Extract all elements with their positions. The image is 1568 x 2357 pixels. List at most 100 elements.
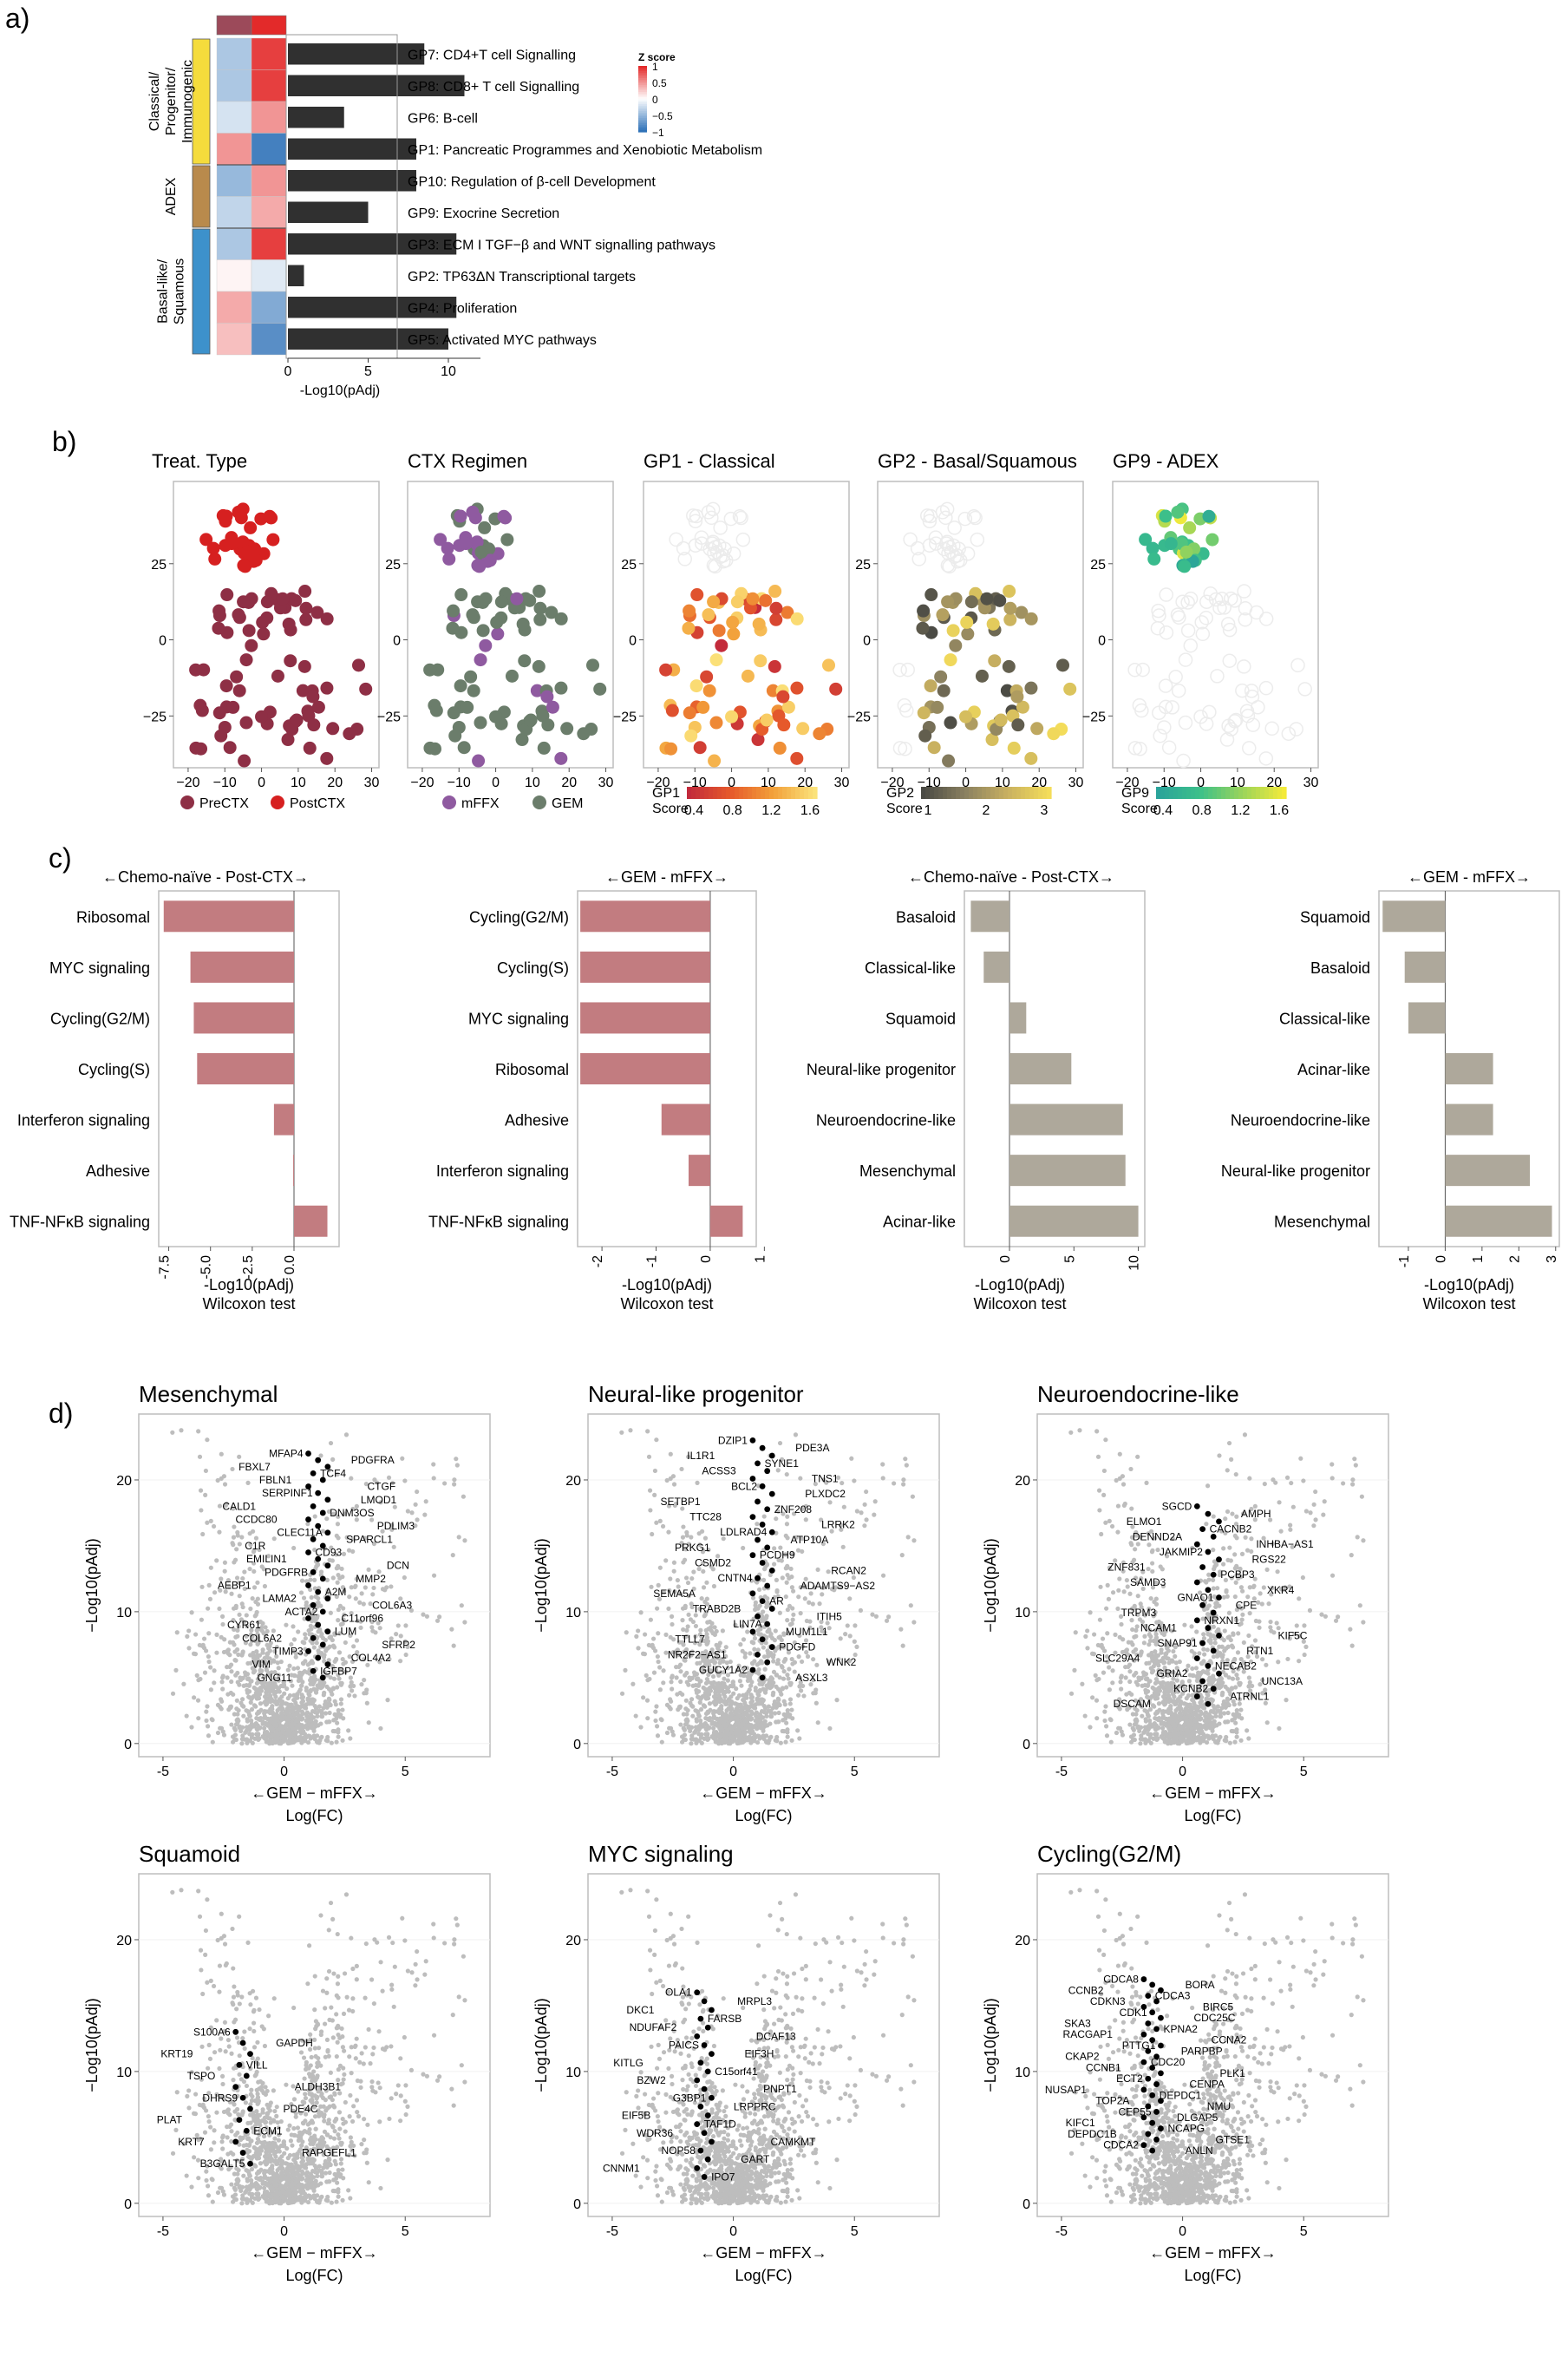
gene-point <box>219 1451 224 1457</box>
heatmap-cell <box>251 291 287 324</box>
gene-point <box>261 1725 267 1731</box>
sample-point <box>524 713 538 727</box>
sample-point <box>1056 658 1070 672</box>
gene-point <box>456 1535 461 1540</box>
legend-swatch <box>638 106 647 108</box>
sample-point <box>944 653 957 667</box>
x-tick-label: 0 <box>492 776 500 790</box>
gene-point <box>796 1692 801 1698</box>
gene-point <box>219 1697 224 1702</box>
highlight-point <box>319 1575 326 1582</box>
sample-point <box>682 621 696 635</box>
gene-point <box>193 1632 199 1637</box>
score-bar <box>1009 1002 1027 1034</box>
highlight-point <box>310 1667 317 1674</box>
gene-point <box>683 1575 689 1581</box>
gene-point <box>1101 1492 1107 1497</box>
sample-point <box>707 595 721 609</box>
sample-point <box>760 713 774 727</box>
gene-label: CALD1 <box>222 1500 256 1512</box>
x-label: Log(FC) <box>735 1807 792 1824</box>
gene-point <box>1177 1711 1183 1716</box>
highlight-point <box>768 1567 775 1574</box>
gene-point <box>1115 1606 1120 1612</box>
sample-point <box>554 751 568 765</box>
gene-point <box>391 1544 396 1549</box>
sample-point <box>1244 684 1259 698</box>
category-label: Acinar-like <box>883 1214 956 1231</box>
gene-point <box>246 1712 252 1718</box>
gene-point <box>771 1562 777 1567</box>
gene-point <box>752 1635 758 1641</box>
gene-point <box>1068 1430 1074 1435</box>
sample-point <box>960 615 974 629</box>
score-swatch <box>1021 787 1026 799</box>
gene-point <box>663 1558 669 1563</box>
program-label: GP2: TP63ΔN Transcriptional targets <box>408 270 636 285</box>
gene-point <box>711 1730 717 1735</box>
gene-point <box>752 1659 757 1664</box>
gene-label: PCDH9 <box>760 1549 795 1562</box>
gene-point <box>810 1601 815 1607</box>
gene-point <box>624 1630 629 1635</box>
score-swatch <box>1251 787 1257 799</box>
gene-point <box>708 1707 713 1712</box>
sample-point <box>1241 741 1257 756</box>
sample-point <box>271 669 284 683</box>
gene-point <box>1127 1690 1132 1696</box>
sample-point <box>944 545 959 560</box>
gene-point <box>691 1670 697 1675</box>
sample-point <box>1134 703 1149 718</box>
gene-point <box>295 1666 300 1671</box>
y-tick-label: 0 <box>393 634 401 649</box>
gene-point <box>1223 1516 1228 1522</box>
gene-point <box>204 1718 209 1724</box>
x-tick-label: -5.0 <box>199 1255 214 1280</box>
gene-point <box>750 1595 756 1601</box>
gene-point <box>1162 1702 1167 1707</box>
gene-point <box>423 1499 428 1504</box>
scatter-title: GP1 - Classical <box>644 450 775 472</box>
category-label: TNF-NFκB signaling <box>10 1214 150 1231</box>
sample-point <box>937 684 951 697</box>
gene-point <box>284 1622 289 1627</box>
gene-point <box>291 1637 297 1642</box>
gene-point <box>749 1710 755 1716</box>
sample-point <box>226 700 240 714</box>
x-tick-label: -1 <box>645 1255 660 1267</box>
gene-point <box>1268 1619 1273 1625</box>
sample-point <box>677 552 692 566</box>
sample-point <box>796 722 810 736</box>
gene-point <box>309 1594 314 1601</box>
gene-point <box>728 1699 735 1705</box>
y-tick-label: 0 <box>159 634 167 649</box>
gene-point <box>774 1719 779 1725</box>
gene-point <box>862 1502 867 1507</box>
gene-point <box>1204 1522 1209 1527</box>
gene-point <box>694 1719 699 1724</box>
sample-point <box>474 545 488 559</box>
legend-swatch <box>638 115 647 117</box>
gene-point <box>1085 1646 1090 1651</box>
sample-point <box>1264 721 1279 737</box>
group-label-line: Progenitor/ <box>164 67 179 135</box>
gene-label: IGFBP7 <box>320 1665 357 1677</box>
gene-point <box>403 1623 408 1628</box>
gene-point <box>683 1605 688 1610</box>
gene-point <box>1142 1634 1147 1639</box>
gene-point <box>1077 1428 1082 1433</box>
x-tick-label: 10 <box>761 776 776 790</box>
sample-point <box>1030 722 1044 736</box>
score-swatch <box>925 787 931 799</box>
gene-point <box>1217 1686 1222 1691</box>
gene-point <box>656 1659 661 1665</box>
gene-point <box>761 1726 766 1732</box>
legend-swatch <box>638 104 647 107</box>
sample-point <box>696 700 710 714</box>
heatmap-cell <box>251 196 287 229</box>
gene-point <box>657 1687 663 1692</box>
sample-point <box>518 654 532 668</box>
gene-point <box>719 1703 724 1709</box>
score-swatch <box>1038 787 1043 799</box>
gene-point <box>735 1696 740 1701</box>
